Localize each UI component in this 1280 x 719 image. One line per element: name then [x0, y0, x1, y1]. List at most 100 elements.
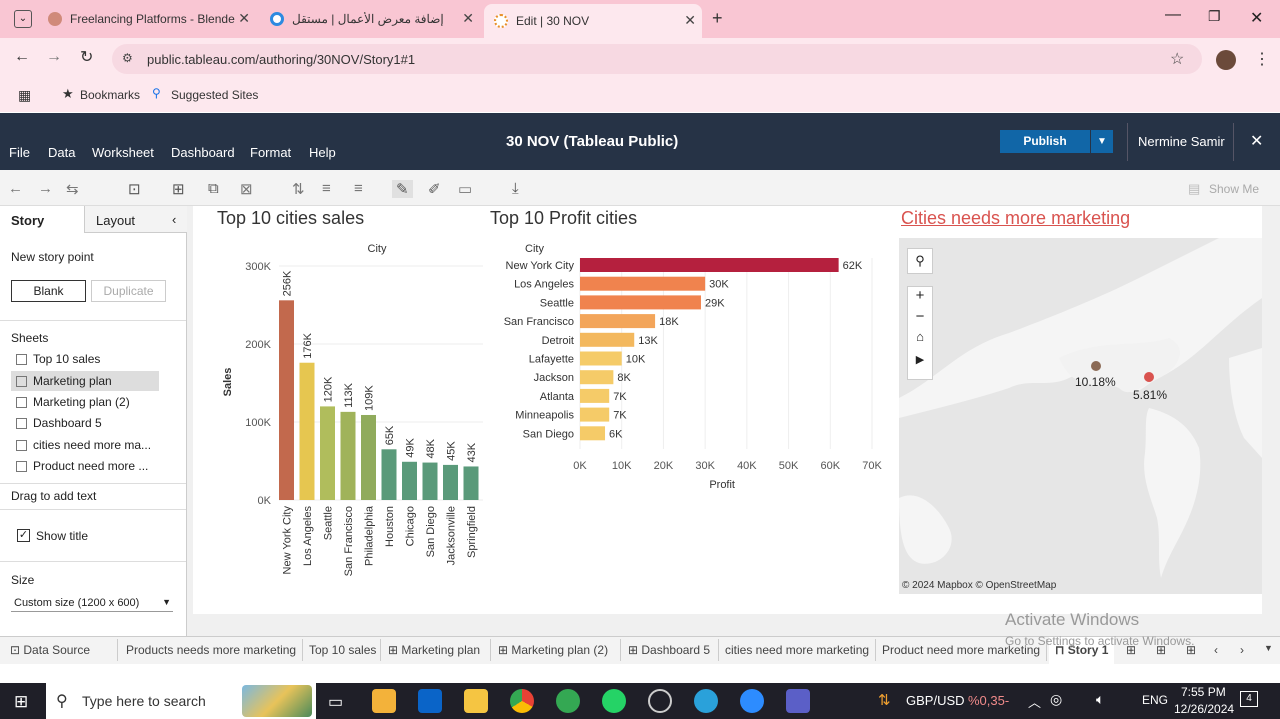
close-editor-icon[interactable]: ✕ — [1250, 133, 1264, 150]
menu-file[interactable]: File — [9, 145, 30, 160]
profit-bar[interactable] — [580, 258, 839, 272]
apps-grid-icon[interactable]: ▦ — [18, 87, 32, 103]
profit-bar[interactable] — [580, 276, 706, 291]
new-worksheet-icon[interactable]: ⊞ — [1126, 643, 1137, 657]
chrome-profile-icon[interactable] — [556, 689, 580, 713]
file-explorer-icon[interactable] — [464, 689, 488, 713]
suggested-sites-link[interactable]: Suggested Sites — [171, 88, 259, 102]
user-name[interactable]: Nermine Samir — [1138, 134, 1225, 149]
whatsapp-icon[interactable] — [602, 689, 626, 713]
menu-dashboard[interactable]: Dashboard — [171, 145, 235, 160]
sheet-tab[interactable]: Top 10 sales — [309, 643, 377, 657]
sheet-tab[interactable]: Product need more marketing — [882, 643, 1041, 657]
story-tab-active[interactable]: ⊓ Story 1 — [1049, 637, 1115, 664]
telegram-icon[interactable] — [694, 689, 718, 713]
url-field[interactable]: ⚙ public.tableau.com/authoring/30NOV/Sto… — [112, 44, 1202, 74]
sales-bar[interactable] — [443, 464, 458, 500]
zoom-icon[interactable] — [740, 689, 764, 713]
new-datasource-icon[interactable]: ⊡ — [128, 181, 141, 198]
zoom-in-icon[interactable]: + — [915, 287, 925, 304]
tab-story[interactable]: Story — [0, 206, 84, 233]
show-me-icon[interactable]: ▤ — [1188, 181, 1201, 196]
size-select[interactable]: Custom size (1200 x 600) ▼ — [11, 594, 173, 612]
browser-menu-icon[interactable]: ⋮ — [1254, 51, 1270, 68]
drag-text-item[interactable]: Drag to add text — [11, 489, 97, 503]
sales-bar[interactable] — [402, 461, 417, 500]
blank-button[interactable]: Blank — [11, 280, 86, 302]
profit-bar[interactable] — [580, 332, 635, 347]
home-icon[interactable]: ⌂ — [916, 329, 924, 344]
menu-worksheet[interactable]: Worksheet — [92, 145, 154, 160]
speaker-icon[interactable]: 🔈︎ — [1096, 691, 1105, 707]
profit-bar[interactable] — [580, 351, 622, 366]
map-search-icon[interactable]: ⚲ — [907, 248, 933, 274]
sales-bar[interactable] — [340, 411, 356, 500]
outlook-icon[interactable] — [418, 689, 442, 713]
new-sheet-icon[interactable]: ⊞ — [172, 181, 185, 198]
sort-asc-icon[interactable]: ≡ — [322, 180, 331, 197]
zoom-out-icon[interactable]: − — [915, 308, 925, 325]
currency-pair[interactable]: GBP/USD — [906, 693, 965, 708]
swap-icon[interactable]: ⇅ — [292, 181, 305, 198]
microsoft-store-icon[interactable] — [372, 689, 396, 713]
collapse-panel-icon[interactable]: ‹ — [172, 212, 177, 227]
sort-desc-icon[interactable]: ≡ — [354, 180, 363, 197]
show-hidden-icons[interactable]: ︿ — [1028, 695, 1042, 710]
clear-sheet-icon[interactable]: ⊠ — [240, 181, 253, 198]
language-indicator[interactable]: ENG — [1142, 693, 1169, 707]
dashboard-tab[interactable]: ⊞ Dashboard 5 — [628, 643, 711, 657]
redo-icon[interactable]: → — [38, 180, 53, 197]
forward-icon[interactable]: → — [46, 48, 62, 65]
profit-bar[interactable] — [580, 370, 614, 385]
sales-bar[interactable] — [422, 462, 438, 500]
dashboard-tab[interactable]: ⊞ Marketing plan (2) — [498, 643, 609, 657]
new-story-icon[interactable]: ⊞ — [1186, 643, 1197, 657]
scroll-left-icon[interactable]: ‹ — [1214, 643, 1218, 657]
fit-icon[interactable]: ▭ — [458, 181, 473, 198]
sales-bar[interactable] — [361, 414, 376, 500]
browser-tab-mostaql[interactable]: إضافة معرض الأعمال | مستقل ✕ — [260, 6, 480, 32]
sheet-item[interactable]: cities need more ma... — [16, 438, 151, 452]
chrome-icon[interactable] — [510, 689, 534, 713]
sheet-tab[interactable]: Products needs more marketing — [126, 643, 297, 657]
publish-button[interactable]: Publish — [1000, 130, 1090, 153]
scroll-right-icon[interactable]: › — [1240, 643, 1244, 657]
sheet-item[interactable]: Marketing plan (2) — [16, 395, 130, 409]
back-icon[interactable]: ← — [14, 48, 30, 65]
profit-bar[interactable] — [580, 426, 606, 441]
show-me-button[interactable]: Show Me — [1209, 182, 1260, 196]
site-info-icon[interactable]: ⚙ — [122, 51, 133, 65]
close-tab-icon[interactable]: ✕ — [238, 10, 250, 26]
duplicate-button[interactable]: Duplicate — [91, 280, 166, 302]
clock-time[interactable]: 7:55 PM — [1181, 685, 1226, 699]
browser-tab-blender[interactable]: Freelancing Platforms - Blende ✕ — [38, 6, 256, 32]
sales-bar[interactable] — [463, 466, 479, 500]
taskbar-search-input[interactable]: ⚲ Type here to search — [46, 683, 316, 719]
show-title-checkbox[interactable]: ✓ — [17, 529, 30, 542]
data-source-tab[interactable]: ⊡ Data Source — [10, 643, 91, 657]
sales-bar[interactable] — [320, 406, 335, 500]
tab-layout[interactable]: Layout — [84, 206, 187, 233]
map-marker[interactable] — [1091, 361, 1101, 371]
sheet-item[interactable]: Product need more ... — [16, 459, 148, 473]
network-icon[interactable]: ◎ — [1050, 691, 1063, 707]
sheet-tab[interactable]: cities need more marketing — [725, 643, 870, 657]
download-icon[interactable]: ⤓ — [512, 180, 519, 197]
tabs-menu-icon[interactable]: ▼ — [1264, 643, 1273, 653]
tab-search-icon[interactable]: ⌄ — [14, 10, 32, 28]
sheet-item[interactable]: Top 10 sales — [16, 352, 100, 366]
profile-avatar[interactable] — [1216, 50, 1236, 70]
sheet-item[interactable]: Dashboard 5 — [16, 416, 102, 430]
profit-bar[interactable] — [580, 407, 610, 422]
windows-start-icon[interactable]: ⊞ — [14, 692, 29, 711]
annotate-icon[interactable]: ✐ — [428, 181, 441, 198]
close-tab-icon[interactable]: ✕ — [462, 10, 474, 26]
menu-format[interactable]: Format — [250, 145, 292, 160]
media-player-icon[interactable] — [648, 689, 672, 713]
sales-bar[interactable] — [279, 300, 294, 500]
bookmarks-link[interactable]: Bookmarks — [80, 88, 141, 102]
maximize-icon[interactable]: ❐ — [1208, 8, 1221, 24]
minimize-icon[interactable]: — — [1165, 6, 1181, 23]
new-tab-icon[interactable]: + — [712, 8, 723, 28]
highlight-icon[interactable]: ✎ — [392, 180, 413, 198]
